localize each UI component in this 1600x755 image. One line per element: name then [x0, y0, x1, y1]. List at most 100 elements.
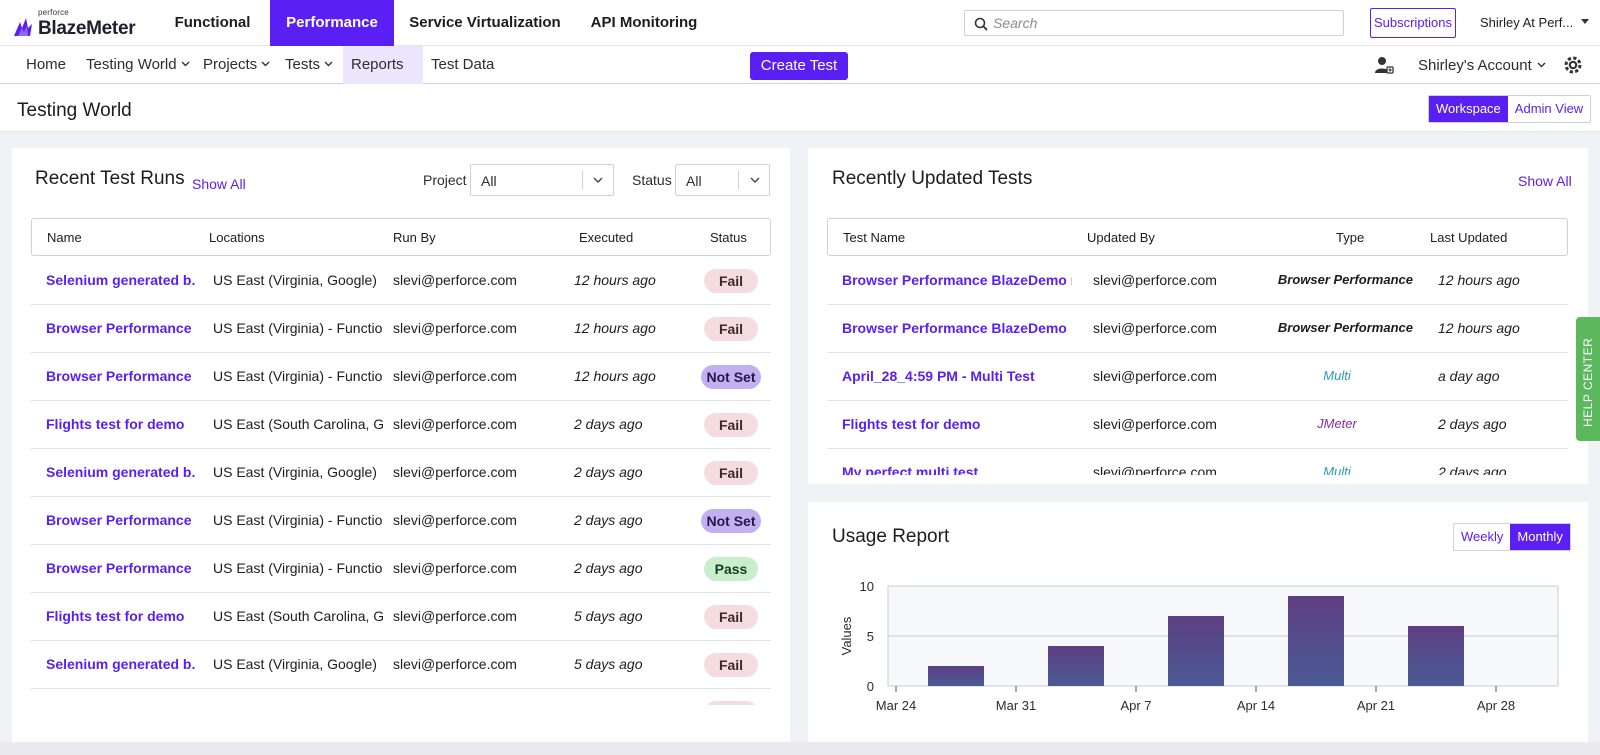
- column-header-locations[interactable]: Locations: [209, 230, 265, 245]
- weekly-button[interactable]: Weekly: [1461, 529, 1504, 544]
- tab-service-virtualization[interactable]: Service Virtualization: [409, 14, 561, 31]
- test-name-link[interactable]: Browser Performance BlazeDemo: [842, 320, 1067, 336]
- test-run-name-link[interactable]: Flights test for demo: [46, 416, 185, 432]
- search-input[interactable]: [993, 14, 1333, 32]
- workspace-view-button[interactable]: Workspace: [1429, 96, 1508, 122]
- last-updated-time: 12 hours ago: [1438, 320, 1520, 336]
- column-header-updated-by[interactable]: Updated By: [1087, 230, 1155, 245]
- gear-icon[interactable]: [1562, 54, 1584, 76]
- test-run-name-link[interactable]: Browser Performance ...: [46, 320, 196, 336]
- status-badge: Not Set: [701, 365, 761, 389]
- account-menu[interactable]: Shirley's Account: [1418, 57, 1546, 74]
- test-type: Browser Performance: [1277, 320, 1413, 335]
- run-executed-time: 12 hours ago: [574, 320, 656, 336]
- table-row[interactable]: April_28_4:59 PM - Multi Test slevi@perfo…: [827, 353, 1568, 401]
- admin-view-button[interactable]: Admin View: [1514, 101, 1584, 116]
- table-row[interactable]: Selenium generated b... US East (Virginia…: [31, 449, 771, 497]
- nav-test-data[interactable]: Test Data: [423, 46, 502, 84]
- run-executed-time: 2 days ago: [574, 560, 643, 576]
- table-row[interactable]: Browser Performance ... US East (Virginia…: [31, 353, 771, 401]
- last-updated-time: a day ago: [1438, 368, 1500, 384]
- monthly-button[interactable]: Monthly: [1510, 524, 1570, 550]
- table-row[interactable]: Flights test for demo US East (South Caro…: [31, 593, 771, 641]
- add-user-icon[interactable]: [1374, 55, 1394, 75]
- tab-functional[interactable]: Functional: [174, 14, 251, 31]
- table-row[interactable]: Selenium generated b... US East (Virginia…: [31, 257, 771, 305]
- blazemeter-logo[interactable]: perforce BlazeMeter: [12, 8, 142, 39]
- test-run-name-link[interactable]: Selenium generated b...: [46, 656, 196, 672]
- table-row[interactable]: Browser Performance ... US East (Virginia…: [31, 497, 771, 545]
- column-header-type[interactable]: Type: [1336, 230, 1365, 245]
- table-row[interactable]: Flights test for demo US East (South Caro…: [31, 401, 771, 449]
- tab-performance[interactable]: Performance: [270, 0, 394, 46]
- test-run-name-link[interactable]: Selenium generated b...: [46, 272, 196, 288]
- table-row[interactable]: Flights test for demo slevi@perforce.com J…: [827, 401, 1568, 449]
- column-header-name[interactable]: Name: [47, 230, 82, 245]
- column-header-test-name[interactable]: Test Name: [843, 230, 906, 245]
- nav-testing-world[interactable]: Testing World: [78, 46, 198, 84]
- status-filter-value: All: [686, 173, 702, 189]
- table-row[interactable]: Browser Performance BlazeDemo slevi@perfo…: [827, 305, 1568, 353]
- subscriptions-button[interactable]: Subscriptions: [1370, 8, 1456, 38]
- status-badge: Fail: [704, 413, 758, 437]
- x-tick-label: Apr 28: [1477, 698, 1515, 713]
- nav-label: Projects: [203, 56, 258, 73]
- table-row[interactable]: Browser Performance ... US East (Virginia…: [31, 305, 771, 353]
- product-name: BlazeMeter: [38, 18, 136, 39]
- test-name-link[interactable]: April_28_4:59 PM - Multi Test: [842, 368, 1035, 384]
- recent-tests-title: Recently Updated Tests: [832, 168, 1033, 189]
- status-badge: Not Set: [701, 509, 761, 533]
- project-filter-select[interactable]: All: [470, 164, 614, 196]
- test-run-name-link[interactable]: Browser Performance ...: [46, 368, 196, 384]
- test-name-link[interactable]: Flights test for demo: [842, 416, 981, 432]
- usage-report-title: Usage Report: [832, 526, 950, 547]
- table-row[interactable]: Browser Performance ... US East (Virginia…: [31, 545, 771, 593]
- nav-projects[interactable]: Projects: [195, 46, 278, 84]
- updated-by: slevi@perforce.com: [1093, 272, 1217, 288]
- test-run-name-link[interactable]: Flights test for demo: [46, 608, 185, 624]
- search-box: [964, 10, 1344, 36]
- y-tick-label: 0: [867, 679, 874, 694]
- run-by: slevi@perforce.com: [393, 656, 517, 672]
- help-center-tab[interactable]: HELP CENTER: [1576, 317, 1600, 441]
- test-run-name-link[interactable]: Browser Performance ...: [46, 704, 196, 705]
- help-center-label: HELP CENTER: [1581, 337, 1595, 427]
- nav-label: Home: [26, 56, 67, 73]
- test-run-name-link[interactable]: Browser Performance ...: [46, 560, 196, 576]
- test-name-link[interactable]: My perfect multi test: [842, 464, 979, 475]
- column-header-run-by[interactable]: Run By: [393, 230, 436, 245]
- run-executed-time: 2 days ago: [574, 416, 643, 432]
- table-row[interactable]: My perfect multi test slevi@perforce.com M…: [827, 449, 1568, 475]
- status-filter-select[interactable]: All: [675, 164, 770, 196]
- chevron-down-icon: [1537, 62, 1546, 68]
- create-test-button[interactable]: Create Test: [750, 52, 848, 80]
- nav-reports[interactable]: Reports: [343, 46, 423, 105]
- recent-tests-show-all-link[interactable]: Show All: [1518, 173, 1572, 189]
- recent-runs-show-all-link[interactable]: Show All: [192, 176, 246, 192]
- caret-down-icon: [1581, 19, 1589, 24]
- test-run-name-link[interactable]: Selenium generated b...: [46, 464, 196, 480]
- run-executed-time: 5 days ago: [574, 704, 643, 705]
- table-row[interactable]: Selenium generated b... US East (Virginia…: [31, 641, 771, 689]
- run-executed-time: 5 days ago: [574, 608, 643, 624]
- run-by: slevi@perforce.com: [393, 272, 517, 288]
- x-tick-label: Mar 24: [876, 698, 916, 713]
- test-name-link[interactable]: Browser Performance BlazeDemo n...: [842, 272, 1072, 288]
- recent-runs-title: Recent Test Runs: [35, 168, 185, 189]
- column-header-status[interactable]: Status: [710, 230, 747, 245]
- test-run-name-link[interactable]: Browser Performance ...: [46, 512, 196, 528]
- table-row[interactable]: Browser Performance BlazeDemo n... slevi@…: [827, 257, 1568, 305]
- last-updated-time: 2 days ago: [1438, 464, 1507, 475]
- column-header-last-updated[interactable]: Last Updated: [1430, 230, 1508, 245]
- account-name: Shirley's Account: [1418, 57, 1532, 74]
- run-location: US East (South Carolina, G...: [213, 608, 383, 624]
- run-by: slevi@perforce.com: [393, 320, 517, 336]
- nav-home[interactable]: Home: [18, 46, 74, 84]
- table-row[interactable]: Browser Performance ... US East (Virginia…: [31, 689, 771, 705]
- tab-api-monitoring[interactable]: API Monitoring: [590, 14, 698, 31]
- page-bottom-edge: [0, 742, 1600, 755]
- column-header-executed[interactable]: Executed: [579, 230, 634, 245]
- nav-tests[interactable]: Tests: [277, 46, 341, 84]
- user-menu[interactable]: Shirley At Perf...: [1480, 15, 1589, 30]
- x-tick-label: Apr 7: [1120, 698, 1151, 713]
